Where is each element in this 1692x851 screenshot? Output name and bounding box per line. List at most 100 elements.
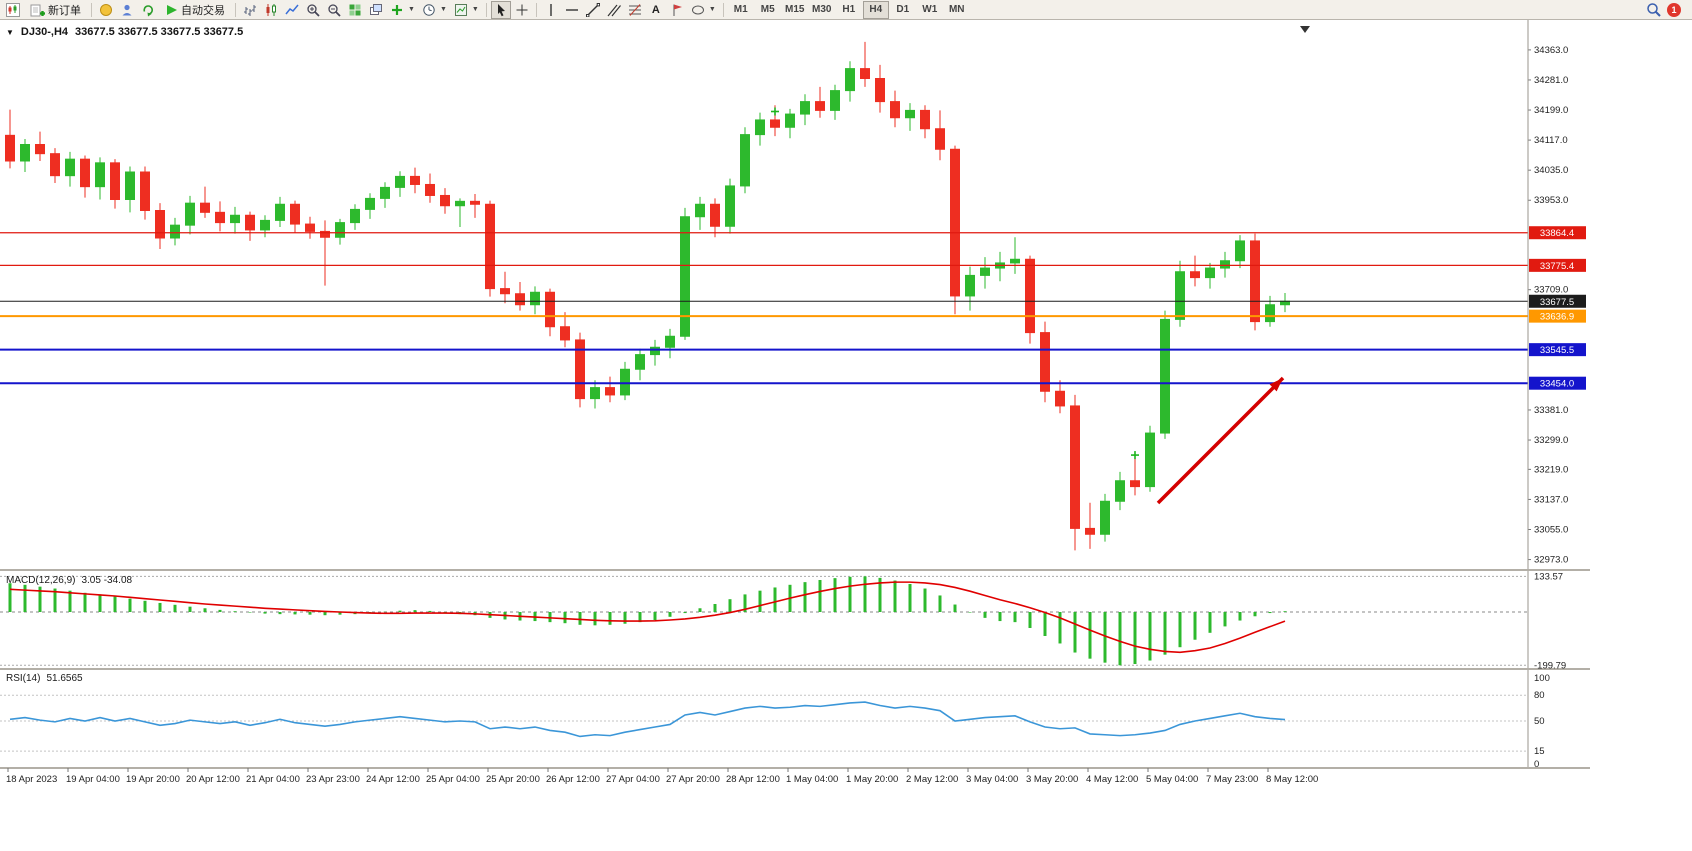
new-order-label: 新订单 bbox=[48, 4, 81, 17]
bar-chart-button[interactable] bbox=[240, 1, 260, 19]
candle bbox=[320, 220, 330, 286]
fibonacci-tool-button[interactable] bbox=[625, 1, 645, 19]
svg-text:33055.0: 33055.0 bbox=[1534, 525, 1568, 536]
candle bbox=[305, 216, 315, 239]
price-badge: 33545.5 bbox=[1529, 343, 1586, 357]
candle bbox=[725, 178, 735, 234]
macd-histogram bbox=[8, 576, 1287, 666]
svg-text:33137.0: 33137.0 bbox=[1534, 494, 1568, 505]
timeframe-button-h4[interactable]: H4 bbox=[862, 0, 889, 19]
candle bbox=[1085, 502, 1095, 549]
candle bbox=[1190, 255, 1200, 287]
label-flag-icon bbox=[673, 4, 682, 16]
new-chart-button[interactable] bbox=[3, 1, 23, 19]
candle bbox=[395, 171, 405, 197]
trendline-tool-button[interactable] bbox=[583, 1, 603, 19]
periods-button[interactable]: ▼ bbox=[419, 1, 450, 19]
candle bbox=[485, 200, 495, 297]
new-order-icon bbox=[30, 4, 45, 16]
auto-trading-button[interactable]: 自动交易 bbox=[159, 1, 231, 19]
profile-button[interactable] bbox=[117, 1, 137, 19]
vertical-line-tool-button[interactable] bbox=[541, 1, 561, 19]
macd-label: MACD(12,26,9) 3.05 -34.08 bbox=[6, 575, 132, 586]
zoom-in-button[interactable] bbox=[303, 1, 323, 19]
svg-text:33299.0: 33299.0 bbox=[1534, 435, 1568, 446]
candle bbox=[1100, 493, 1110, 542]
notification-badge[interactable]: 1 bbox=[1667, 2, 1681, 17]
candle bbox=[290, 200, 300, 233]
tile-windows-icon bbox=[349, 4, 361, 15]
candlestick-chart-button[interactable] bbox=[261, 1, 281, 19]
line-chart-button[interactable] bbox=[282, 1, 302, 19]
timeframe-button-m30[interactable]: M30 bbox=[809, 1, 835, 19]
clock-icon bbox=[423, 3, 435, 16]
candle bbox=[515, 282, 525, 311]
timeframe-button-w1[interactable]: W1 bbox=[917, 1, 943, 19]
indicators-button[interactable]: ▼ bbox=[387, 1, 418, 19]
market-watch-button[interactable] bbox=[96, 1, 116, 19]
time-scale-tick: 27 Apr 20:00 bbox=[666, 774, 720, 785]
shapes-tool-button[interactable]: ▼ bbox=[688, 1, 719, 19]
candle bbox=[695, 196, 705, 230]
timeframe-button-m15[interactable]: M15 bbox=[782, 1, 808, 19]
zoom-out-button[interactable] bbox=[324, 1, 344, 19]
templates-button[interactable]: ▼ bbox=[451, 1, 482, 19]
time-scale[interactable]: 18 Apr 2023 19 Apr 04:00 19 Apr 20:00 20 Ap… bbox=[6, 768, 1318, 785]
search-button[interactable] bbox=[1643, 1, 1664, 19]
channel-tool-button[interactable] bbox=[604, 1, 624, 19]
svg-text:34363.0: 34363.0 bbox=[1534, 45, 1568, 56]
candle bbox=[560, 312, 570, 348]
chart-dropdown-icon[interactable]: ▼ bbox=[6, 27, 14, 37]
toolbar-separator bbox=[91, 2, 92, 17]
label-tool-button[interactable] bbox=[667, 1, 687, 19]
candles-layer bbox=[5, 41, 1290, 551]
time-scale-tick: 1 May 20:00 bbox=[846, 774, 898, 785]
refresh-button[interactable] bbox=[138, 1, 158, 19]
candle bbox=[920, 105, 930, 139]
candle bbox=[905, 103, 915, 131]
time-scale-tick: 5 May 04:00 bbox=[1146, 774, 1198, 785]
time-scale-tick: 18 Apr 2023 bbox=[6, 774, 57, 785]
candle bbox=[545, 288, 555, 337]
candle bbox=[680, 207, 690, 340]
candle bbox=[650, 339, 660, 366]
text-tool-button[interactable]: A bbox=[646, 1, 666, 19]
toolbar-separator bbox=[535, 2, 537, 17]
coin-icon bbox=[100, 3, 112, 16]
cursor-tool-button[interactable] bbox=[490, 0, 511, 19]
trend-arrow[interactable] bbox=[1156, 376, 1285, 505]
new-order-button[interactable]: 新订单 bbox=[24, 1, 87, 19]
rsi-value: 51.6565 bbox=[46, 673, 83, 684]
svg-text:33775.4: 33775.4 bbox=[1540, 261, 1574, 272]
svg-text:34281.0: 34281.0 bbox=[1534, 75, 1568, 86]
candle bbox=[740, 127, 750, 194]
fibonacci-icon bbox=[628, 3, 641, 16]
timeframe-button-m5[interactable]: M5 bbox=[755, 1, 781, 19]
chart-canvas[interactable]: 33864.4 33775.4 33677.5 33636.9 33545.5 33454… bbox=[0, 20, 1692, 851]
horizontal-line-tool-button[interactable] bbox=[562, 1, 582, 19]
candle bbox=[410, 167, 420, 194]
cursor-icon bbox=[497, 3, 505, 16]
candle bbox=[125, 166, 135, 213]
timeframe-button-h1[interactable]: H1 bbox=[836, 1, 862, 19]
cascade-windows-button[interactable] bbox=[366, 1, 386, 19]
candle bbox=[500, 271, 510, 304]
timeframe-button-mn[interactable]: MN bbox=[944, 1, 970, 19]
timeframe-button-d1[interactable]: D1 bbox=[890, 1, 916, 19]
candle bbox=[260, 215, 270, 238]
price-scale[interactable]: 34363.0 34281.0 34199.0 34117.0 34035.0 33953… bbox=[1528, 45, 1568, 566]
timeframe-button-m1[interactable]: M1 bbox=[728, 1, 754, 19]
time-scale-tick: 3 May 04:00 bbox=[966, 774, 1018, 785]
tile-windows-button[interactable] bbox=[345, 1, 365, 19]
crosshair-tool-button[interactable] bbox=[512, 1, 532, 19]
time-scale-tick: 3 May 20:00 bbox=[1026, 774, 1078, 785]
search-icon bbox=[1647, 3, 1661, 17]
timeframe-group: M1 M5 M15 M30 H1 H4 D1 W1 MN bbox=[728, 0, 970, 19]
price-badge: 33677.5 bbox=[1529, 294, 1586, 308]
candle bbox=[1265, 295, 1275, 327]
candle bbox=[185, 195, 195, 235]
price-badge: 33864.4 bbox=[1529, 226, 1586, 240]
candle bbox=[605, 376, 615, 403]
candle bbox=[440, 188, 450, 214]
vertical-line-icon bbox=[550, 3, 552, 16]
